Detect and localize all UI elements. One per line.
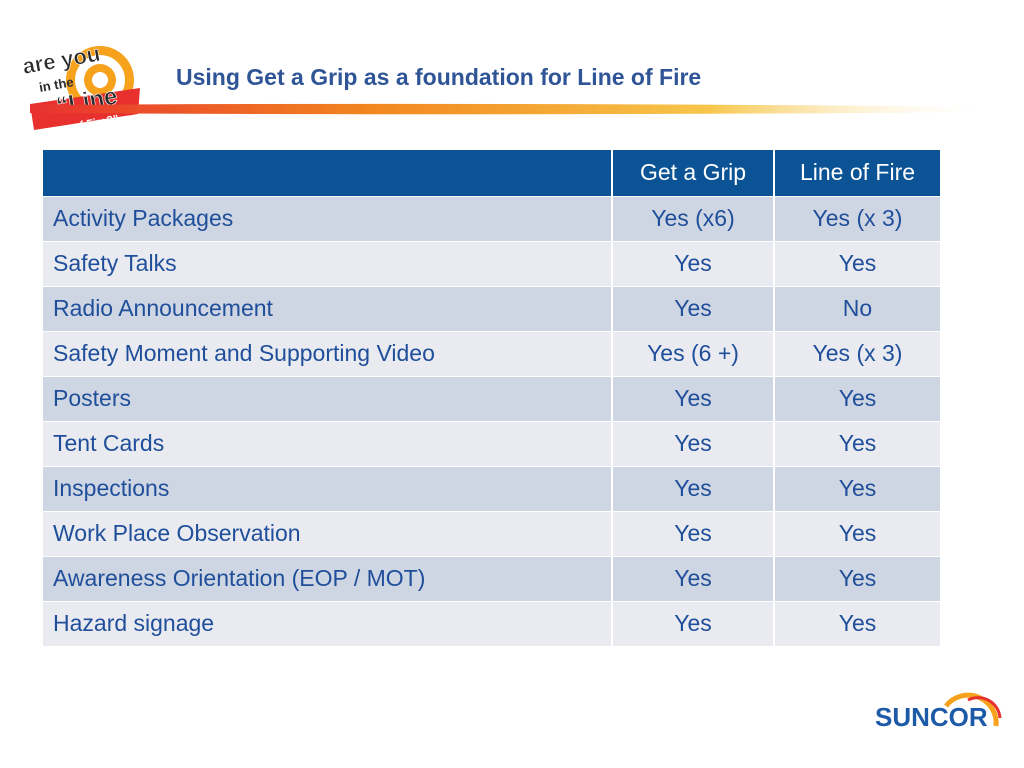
- row-get-a-grip: Yes: [612, 286, 775, 332]
- row-line-of-fire: Yes: [774, 376, 940, 422]
- row-line-of-fire: Yes: [774, 466, 940, 512]
- row-item: Safety Talks: [43, 241, 613, 287]
- target-logo-icon: are you in the “Line of Fire?”: [22, 38, 142, 138]
- row-item: Radio Announcement: [43, 286, 613, 332]
- header-item-column: [43, 150, 613, 197]
- header-get-a-grip: Get a Grip: [612, 150, 775, 197]
- row-item: Posters: [43, 376, 613, 422]
- comparison-table: Get a Grip Line of Fire Activity Package…: [43, 150, 940, 647]
- row-line-of-fire: Yes: [774, 601, 940, 647]
- row-get-a-grip: Yes: [612, 241, 775, 287]
- table-row: Safety Talks Yes Yes: [43, 241, 940, 287]
- row-item: Awareness Orientation (EOP / MOT): [43, 556, 613, 602]
- row-line-of-fire: Yes (x 3): [774, 331, 940, 377]
- table-row: Hazard signage Yes Yes: [43, 601, 940, 647]
- row-get-a-grip: Yes: [612, 376, 775, 422]
- header-line-of-fire: Line of Fire: [774, 150, 940, 197]
- table-row: Radio Announcement Yes No: [43, 286, 940, 332]
- row-get-a-grip: Yes: [612, 466, 775, 512]
- row-item: Activity Packages: [43, 196, 613, 242]
- suncor-wordmark: SUNCOR: [875, 702, 988, 732]
- row-line-of-fire: Yes: [774, 421, 940, 467]
- row-line-of-fire: Yes: [774, 511, 940, 557]
- table-row: Work Place Observation Yes Yes: [43, 511, 940, 557]
- row-item: Safety Moment and Supporting Video: [43, 331, 613, 377]
- row-get-a-grip: Yes (6 +): [612, 331, 775, 377]
- row-get-a-grip: Yes (x6): [612, 196, 775, 242]
- suncor-sun-icon: [944, 692, 1002, 727]
- suncor-logo: SUNCOR: [872, 684, 1002, 744]
- table-row: Posters Yes Yes: [43, 376, 940, 422]
- row-item: Inspections: [43, 466, 613, 512]
- row-item: Tent Cards: [43, 421, 613, 467]
- table-row: Safety Moment and Supporting Video Yes (…: [43, 331, 940, 377]
- row-get-a-grip: Yes: [612, 556, 775, 602]
- table-row: Awareness Orientation (EOP / MOT) Yes Ye…: [43, 556, 940, 602]
- table-row: Activity Packages Yes (x6) Yes (x 3): [43, 196, 940, 242]
- row-line-of-fire: Yes: [774, 556, 940, 602]
- row-line-of-fire: No: [774, 286, 940, 332]
- row-get-a-grip: Yes: [612, 511, 775, 557]
- row-line-of-fire: Yes (x 3): [774, 196, 940, 242]
- table-row: Inspections Yes Yes: [43, 466, 940, 512]
- logo-text-line2: in the: [38, 74, 75, 95]
- page-title: Using Get a Grip as a foundation for Lin…: [176, 64, 702, 90]
- row-line-of-fire: Yes: [774, 241, 940, 287]
- row-item: Hazard signage: [43, 601, 613, 647]
- title-underline-bar: [30, 102, 1000, 116]
- table-row: Tent Cards Yes Yes: [43, 421, 940, 467]
- row-item: Work Place Observation: [43, 511, 613, 557]
- row-get-a-grip: Yes: [612, 601, 775, 647]
- row-get-a-grip: Yes: [612, 421, 775, 467]
- table-header-row: Get a Grip Line of Fire: [43, 150, 940, 197]
